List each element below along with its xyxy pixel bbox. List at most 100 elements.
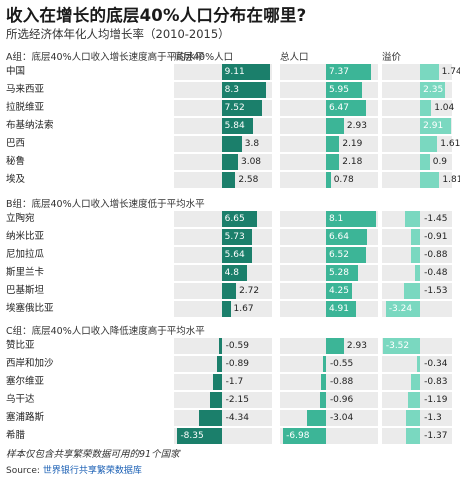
value-label: 2.93 [346,341,367,351]
country-label: 中国 [6,66,26,77]
value-label: 2.58 [238,175,259,185]
bar-mark [325,265,359,281]
bar-mark [221,283,237,299]
value-label: -1.7 [225,377,244,387]
value-label: -0.88 [329,377,354,387]
bar-mark [415,265,421,281]
bar-mark [283,428,326,444]
country-label: 塞尔维亚 [6,376,45,387]
country-label: 纳米比亚 [6,231,45,242]
value-label: 1.81 [442,175,460,185]
value-label: 7.37 [328,67,349,77]
bar-mark [382,338,421,354]
value-label: -0.91 [424,232,448,242]
value-label: 1.04 [434,103,455,113]
bar-mark [325,64,372,80]
value-label: 1.61 [440,139,460,149]
country-label: 巴西 [6,138,26,149]
group-label: A组：底层40%人口收入增长速度高于平均水平 [6,52,205,63]
bar-mark [221,172,236,188]
bar-mark [210,392,222,408]
value-label: 9.11 [224,67,245,77]
value-label: 6.52 [328,250,349,260]
cell-background [174,392,272,408]
country-label: 尼加拉瓜 [6,249,45,260]
value-label: 4.8 [224,268,239,278]
cell-background [280,392,378,408]
bar-mark [307,410,326,426]
bar-mark [325,283,352,299]
country-label: 赞比亚 [6,340,35,351]
column-header: 底层40%人口 [174,52,234,63]
bar-mark [420,172,440,188]
bar-mark [420,82,446,98]
value-label: 2.35 [423,85,444,95]
bar-mark [403,283,421,299]
bar-mark [320,392,326,408]
bar-mark [325,154,340,170]
value-label: 7.52 [224,103,245,113]
country-label: 马来西亚 [6,84,45,95]
cell-background [382,100,452,116]
cell-background [174,338,272,354]
value-label: 3.8 [244,139,260,149]
bar-mark [411,374,421,390]
bar-mark [325,82,363,98]
bar-mark [325,172,331,188]
bar-mark [416,356,421,372]
country-label: 布基纳法索 [6,120,54,131]
bar-mark [385,301,421,317]
group-label: C组：底层40%人口收入降低速度高于平均水平 [6,326,205,337]
country-label: 希腊 [6,430,26,441]
source-link[interactable]: 世界银行共享繁荣数据库 [42,466,142,476]
bar-mark [221,100,262,116]
bar-mark [221,247,252,263]
bar-mark [221,229,253,245]
bar-mark [325,247,366,263]
value-label: 5.84 [224,121,245,131]
country-label: 西岸和加沙 [6,358,54,369]
footnote: 样本仅包含共享繁荣数据可用的91个国家 [6,449,180,460]
country-label: 秘鲁 [6,156,26,167]
value-label: 5.64 [224,250,245,260]
value-label: -1.53 [424,286,448,296]
chart-title: 收入在增长的底层40%人口分布在哪里? [6,6,307,25]
value-label: 5.28 [328,268,349,278]
value-label: 5.73 [224,232,245,242]
bar-mark [177,428,222,444]
value-label: -0.88 [424,250,448,260]
bar-mark [410,247,421,263]
value-label: 8.3 [224,85,239,95]
bar-mark [198,410,222,426]
value-label: -0.34 [424,359,448,369]
bar-mark [420,136,438,152]
column-header: 溢价 [382,52,402,63]
bar-mark [325,338,344,354]
value-label: -0.83 [424,377,448,387]
source-label: Source: [6,466,40,476]
bar-mark [218,338,222,354]
value-label: -4.34 [225,413,249,423]
cell-background [280,410,378,426]
cell-background [280,374,378,390]
bar-mark [221,118,253,134]
source-line: Source: 世界银行共享繁荣数据库 [6,463,142,476]
value-label: -1.19 [424,395,448,405]
cell-background [174,356,272,372]
value-label: -1.45 [424,214,448,224]
bar-mark [404,211,421,227]
value-label: 6.65 [224,214,245,224]
cell-background [280,356,378,372]
bar-mark [216,356,222,372]
value-label: 2.93 [346,121,367,131]
cell-background [382,154,452,170]
value-label: 1.74 [441,67,460,77]
value-label: 8.1 [328,214,344,224]
bar-mark [221,265,248,281]
bar-mark [406,410,421,426]
bar-mark [221,301,231,317]
value-label: -3.04 [329,413,354,423]
value-label: 6.47 [328,103,349,113]
value-label: -0.89 [225,359,249,369]
bar-mark [221,211,257,227]
